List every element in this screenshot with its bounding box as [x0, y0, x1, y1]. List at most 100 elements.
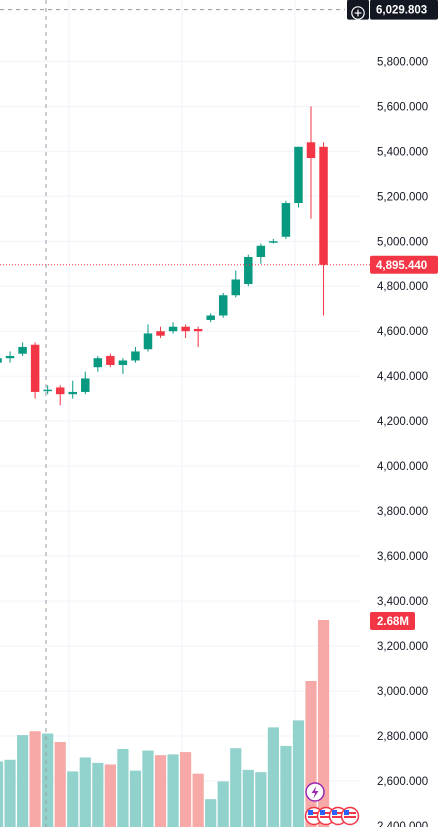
last-price-label: 4,895.440: [376, 260, 427, 272]
candle-body: [55, 387, 65, 395]
plus-circle-icon: [351, 6, 365, 20]
volume-bar: [305, 681, 317, 827]
volume-bar: [79, 757, 91, 827]
y-tick-label: 5,200.000: [377, 191, 428, 203]
volume-badge: 2.68M: [370, 612, 415, 630]
volume-label: 2.68M: [377, 616, 409, 628]
volume-bar: [267, 727, 279, 827]
volume-bar: [217, 781, 229, 827]
volume-bar: [0, 761, 4, 827]
candle: [68, 380, 77, 399]
candle-body: [168, 326, 178, 332]
candle-body: [231, 279, 241, 296]
y-tick-label: 5,600.000: [377, 101, 428, 113]
candle: [231, 270, 241, 298]
candle: [281, 200, 291, 240]
y-tick-label: 2,400.000: [377, 821, 428, 827]
volume-bar: [129, 770, 142, 827]
candles: [0, 106, 328, 406]
y-tick-label: 3,600.000: [377, 551, 428, 563]
candle-body: [93, 358, 103, 368]
candle-body: [294, 146, 303, 204]
lightning-icon: [311, 786, 319, 799]
volume-bar: [255, 772, 267, 827]
volume-bar: [4, 759, 16, 827]
volume-bar: [54, 742, 66, 827]
candle: [269, 239, 278, 244]
candle-body: [5, 355, 15, 359]
candle-body: [18, 346, 27, 354]
volume-bar: [104, 764, 116, 827]
volume-bar: [317, 620, 330, 827]
candle: [5, 351, 15, 363]
candle: [43, 385, 52, 395]
candle-body: [281, 203, 291, 237]
y-tick-label: 2,800.000: [377, 731, 428, 743]
candle: [55, 385, 65, 406]
candle-body: [118, 360, 128, 365]
y-tick-label: 4,600.000: [377, 326, 428, 338]
event-marker-lightning[interactable]: [305, 782, 325, 802]
candle-body: [43, 389, 52, 392]
candle-body: [319, 146, 328, 265]
y-tick-label: 3,400.000: [377, 596, 428, 608]
candle: [181, 324, 190, 338]
volume-bar: [242, 769, 254, 827]
candle-body: [106, 355, 115, 365]
candle-body: [131, 351, 140, 361]
volume-bar: [42, 733, 54, 827]
add-alert-button[interactable]: [347, 0, 369, 20]
candle: [143, 324, 153, 352]
candle-body: [143, 333, 153, 350]
candle: [168, 322, 178, 334]
y-tick-label: 4,200.000: [377, 416, 428, 428]
candle: [131, 346, 140, 363]
volume-bar: [29, 731, 41, 827]
candle-body: [206, 315, 215, 320]
candle: [306, 106, 316, 219]
y-tick-label: 3,800.000: [377, 506, 428, 518]
y-tick-label: 4,000.000: [377, 461, 428, 473]
volume-bar: [154, 755, 167, 827]
candle: [294, 146, 303, 208]
candle: [106, 353, 115, 368]
candle-body: [256, 245, 266, 258]
candle-body: [81, 378, 90, 392]
economic-event-flags[interactable]: [304, 806, 360, 826]
candle: [30, 342, 40, 399]
candle-body: [244, 257, 253, 284]
candle-body: [193, 328, 203, 332]
y-tick-label: 5,000.000: [377, 236, 428, 248]
candle: [93, 355, 103, 372]
volume-bars: [0, 620, 330, 827]
y-tick-label: 5,800.000: [377, 56, 428, 68]
candle: [244, 254, 253, 287]
candle: [156, 326, 165, 338]
y-tick-label: 5,400.000: [377, 146, 428, 158]
y-tick-label: 3,000.000: [377, 686, 428, 698]
candle-body: [306, 142, 316, 159]
candle: [118, 358, 128, 374]
volume-bar: [205, 799, 217, 827]
price-axis[interactable]: 5,800.000 5,600.000 5,400.000 5,200.000 5,00…: [377, 56, 428, 827]
candle: [18, 342, 27, 356]
candle-body: [30, 344, 40, 392]
us-flag-icon: [340, 806, 360, 826]
candle-body: [68, 391, 77, 395]
candle: [0, 358, 2, 363]
volume-bar: [292, 720, 305, 827]
y-tick-label: 3,200.000: [377, 641, 428, 653]
volume-bar: [167, 754, 179, 827]
candle: [193, 326, 203, 347]
volume-bar: [192, 773, 204, 827]
candle-body: [218, 295, 228, 316]
volume-bar: [180, 752, 192, 827]
candle: [206, 313, 215, 323]
candle-body: [0, 358, 2, 363]
y-tick-label: 4,400.000: [377, 371, 428, 383]
last-price-badge: 4,895.440: [370, 255, 438, 274]
candle-body: [181, 326, 190, 332]
candle-body: [156, 331, 165, 336]
candle: [81, 371, 90, 395]
